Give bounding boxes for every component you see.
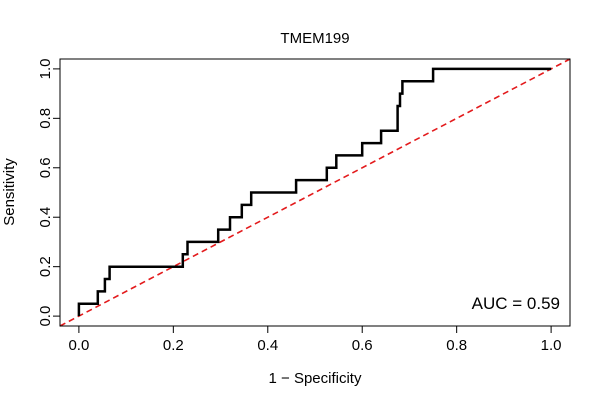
x-tick-label: 0.4 [257,337,278,354]
y-tick-label: 0.0 [37,306,54,327]
plot-frame [59,58,571,327]
x-tick-label: 0.0 [68,337,89,354]
x-tick-label: 0.8 [446,337,467,354]
x-tick-label: 1.0 [541,337,562,354]
x-axis-label: 1 − Specificity [269,370,362,387]
chance-diagonal-line [59,58,571,327]
y-tick-label: 1.0 [37,58,54,79]
y-tick-label: 0.6 [37,157,54,178]
x-tick-label: 0.2 [163,337,184,354]
auc-annotation: AUC = 0.59 [472,294,560,313]
y-tick-label: 0.8 [37,108,54,129]
x-tick-label: 0.6 [352,337,373,354]
chart-title: TMEM199 [280,30,349,47]
y-axis-label: Sensitivity [1,158,18,226]
roc-curve-line [77,67,552,317]
y-tick-label: 0.2 [37,256,54,277]
y-tick-label: 0.4 [37,207,54,228]
